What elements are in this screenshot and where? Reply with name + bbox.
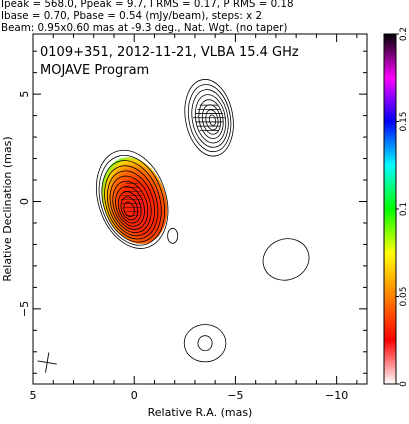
contour-jet-6 xyxy=(191,89,229,148)
contour-core-7 xyxy=(106,170,155,237)
stats-line-base: Ibase = 0.70, Pbase = 0.54 (mJy/beam), s… xyxy=(1,10,263,22)
contour-core-4 xyxy=(115,186,145,227)
x-tick-label: 0 xyxy=(131,389,138,402)
contour-blob-e-1 xyxy=(262,238,310,281)
chart-subtitle: MOJAVE Program xyxy=(40,63,149,78)
y-axis-label: Relative Declination (mas) xyxy=(1,136,14,281)
beam-minor-axis xyxy=(37,360,57,365)
plot-frame xyxy=(32,33,368,385)
colorbar-tick-label: 0.1 xyxy=(399,202,409,216)
component-core xyxy=(96,149,169,249)
contour-core-10 xyxy=(98,155,165,246)
contour-core-1 xyxy=(123,201,135,218)
component-blob-ne xyxy=(183,324,227,363)
x-axis-label: Relative R.A. (mas) xyxy=(148,406,253,419)
map-plot-area xyxy=(37,79,310,373)
stats-line-beam: Beam: 0.95x0.60 mas at -9.3 deg., Nat. W… xyxy=(1,22,288,34)
axis-ticks: 5 0 −5 −10 −5 0 5 xyxy=(18,34,367,402)
y-tick-label: 0 xyxy=(18,198,31,205)
beam-marker xyxy=(37,352,57,373)
contour-core-2 xyxy=(120,196,139,221)
colorbar-tick-label: 0.05 xyxy=(399,286,409,306)
chart-title: 0109+351, 2012-11-21, VLBA 15.4 GHz xyxy=(40,45,299,60)
polarized-intensity-fill xyxy=(102,157,168,244)
colorbar-tick-label: 0 xyxy=(399,381,409,387)
y-tick-label: 5 xyxy=(18,91,31,98)
contour-core-11 xyxy=(96,149,169,249)
component-blob-e xyxy=(262,238,310,281)
contour-jet-4 xyxy=(198,99,224,139)
component-jet xyxy=(184,79,234,157)
contour-jet-8 xyxy=(184,79,234,157)
contour-core-6 xyxy=(109,175,152,233)
colorbar-ticks: 0 0.05 0.1 0.15 0.2 xyxy=(396,27,409,387)
contour-blob-ne-1 xyxy=(197,335,213,352)
x-tick-label: −5 xyxy=(227,389,243,402)
x-tick-label: 5 xyxy=(30,389,37,402)
contour-core-5 xyxy=(112,180,149,230)
contour-core-3 xyxy=(117,191,142,224)
contour-blob-small-1 xyxy=(167,227,179,244)
contour-core-9 xyxy=(101,160,162,243)
colorbar-tick-label: 0.15 xyxy=(399,111,409,131)
colorbar-tick-label: 0.2 xyxy=(399,27,409,41)
colorbar xyxy=(383,33,397,385)
stats-line-peak: Ipeak = 568.0, Ppeak = 9.7, I RMS = 0.17… xyxy=(1,0,294,10)
contour-jet-7 xyxy=(187,84,232,153)
y-tick-label: −5 xyxy=(18,301,31,317)
component-blob-small xyxy=(167,227,179,244)
contour-jet-1 xyxy=(208,114,216,126)
contour-blob-ne-2 xyxy=(183,324,227,363)
contour-jet-2 xyxy=(205,109,219,131)
contour-core-8 xyxy=(104,165,159,240)
contour-jet-5 xyxy=(194,94,227,144)
x-tick-label: −10 xyxy=(325,389,348,402)
